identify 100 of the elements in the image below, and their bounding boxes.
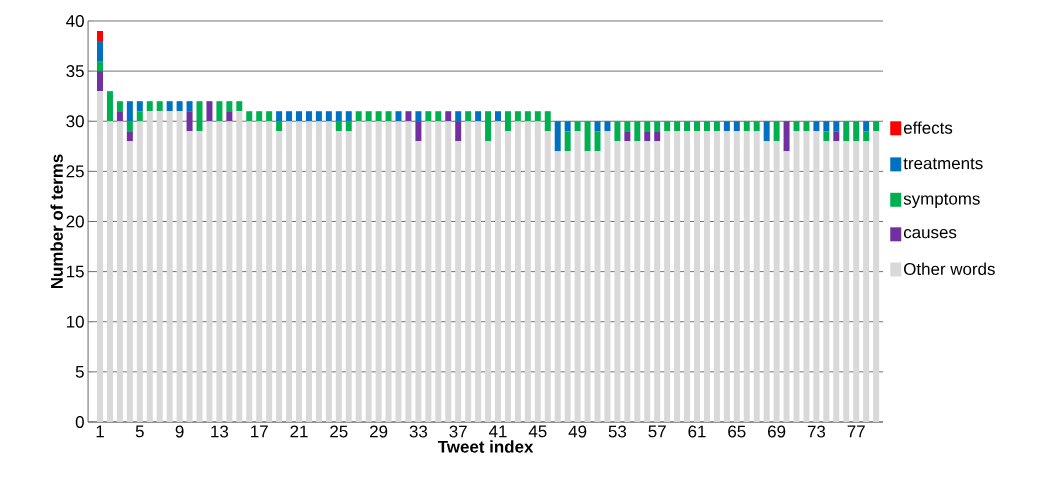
bar [455, 141, 462, 422]
bar [226, 121, 233, 422]
bar [783, 151, 790, 422]
bar [345, 111, 352, 122]
bar [594, 151, 601, 422]
bar [823, 141, 830, 422]
bar [694, 121, 700, 132]
bar [614, 141, 621, 422]
bar [315, 121, 322, 422]
bar [335, 121, 342, 132]
x-tick-label: 25 [330, 425, 348, 438]
bar [385, 111, 392, 122]
bar [604, 131, 611, 422]
y-axis-title: Number of terms [50, 154, 63, 289]
legend-label: effects [903, 121, 953, 134]
bar [863, 131, 870, 142]
bar [405, 121, 412, 422]
bar [624, 141, 631, 422]
bar [116, 121, 123, 422]
legend-label: symptoms [903, 193, 980, 209]
bar [485, 141, 492, 422]
x-tick-label: 57 [648, 425, 666, 438]
x-tick-label: 49 [568, 425, 587, 438]
bar [713, 121, 720, 132]
bar [365, 121, 372, 422]
bar [415, 121, 422, 142]
bar [325, 121, 332, 422]
bar [723, 131, 730, 422]
bar [634, 141, 641, 422]
bar [415, 141, 422, 422]
bar [186, 131, 193, 422]
bar [206, 121, 213, 422]
bar [365, 111, 372, 122]
bar [475, 121, 482, 422]
bar [256, 111, 263, 122]
bar [664, 131, 671, 422]
bar [286, 111, 293, 122]
bar [97, 41, 104, 62]
bar [196, 131, 203, 422]
bar [296, 121, 303, 422]
bar [196, 101, 203, 132]
bar [97, 91, 104, 422]
bar [335, 131, 342, 422]
bar [126, 101, 133, 122]
bar [544, 111, 551, 132]
bar [97, 61, 104, 72]
bar [624, 121, 631, 132]
bar [325, 111, 332, 122]
bar [136, 111, 143, 122]
bar [614, 121, 621, 142]
y-tick-label: 35 [66, 65, 84, 78]
bar [783, 121, 790, 152]
bar [146, 101, 153, 112]
bar [743, 121, 750, 132]
bar [644, 141, 651, 422]
bar [853, 121, 860, 142]
bar [574, 121, 581, 132]
bar [465, 121, 472, 422]
bar [465, 111, 472, 122]
bar [485, 111, 492, 142]
bar [624, 131, 631, 142]
bar [166, 111, 173, 422]
bar [644, 121, 651, 132]
legend-label: treatments [903, 158, 983, 170]
bar [684, 131, 691, 422]
bar [495, 121, 502, 422]
bar [106, 91, 113, 122]
x-tick-label: 45 [528, 425, 547, 438]
bar [803, 131, 810, 422]
bar [584, 121, 591, 152]
bar [266, 111, 273, 122]
bar [604, 121, 611, 132]
bar [674, 131, 681, 422]
x-axis-title: Tweet index [437, 440, 534, 453]
bar [564, 121, 571, 132]
bar [216, 101, 223, 122]
bar [654, 121, 661, 132]
bar [753, 121, 760, 132]
x-tick-label: 5 [135, 425, 144, 438]
bar [385, 121, 392, 422]
bar [315, 111, 322, 122]
bar [216, 121, 223, 422]
bar [773, 141, 780, 422]
bar [674, 121, 681, 132]
y-tick-label: 15 [67, 265, 84, 278]
bar [136, 121, 143, 422]
bar [524, 121, 531, 422]
bar [733, 131, 740, 422]
bar [713, 131, 720, 422]
bar [405, 111, 412, 122]
bar [176, 101, 183, 112]
bar [843, 141, 850, 422]
bar [136, 101, 143, 112]
bar [335, 111, 342, 122]
bar [793, 131, 800, 422]
bar [833, 121, 840, 132]
bar [743, 131, 750, 422]
bar [495, 111, 502, 122]
y-tick-label: 10 [67, 315, 84, 328]
bar [425, 121, 432, 422]
